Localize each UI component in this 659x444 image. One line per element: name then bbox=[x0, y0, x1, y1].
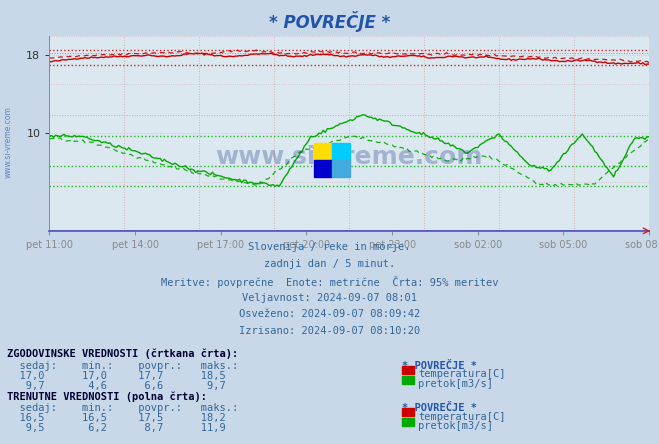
Text: sedaj:    min.:    povpr.:   maks.:: sedaj: min.: povpr.: maks.: bbox=[7, 403, 238, 413]
Text: ZGODOVINSKE VREDNOSTI (črtkana črta):: ZGODOVINSKE VREDNOSTI (črtkana črta): bbox=[7, 349, 238, 359]
Bar bbox=[314, 143, 332, 160]
Text: 16,5      16,5     17,5      18,2: 16,5 16,5 17,5 18,2 bbox=[7, 413, 225, 423]
Text: * POVREČJE *: * POVREČJE * bbox=[269, 11, 390, 32]
Text: Meritve: povprečne  Enote: metrične  Črta: 95% meritev: Meritve: povprečne Enote: metrične Črta:… bbox=[161, 276, 498, 288]
Text: 9,7       4,6      6,6       9,7: 9,7 4,6 6,6 9,7 bbox=[7, 381, 225, 391]
Bar bbox=[332, 143, 351, 160]
Text: TRENUTNE VREDNOSTI (polna črta):: TRENUTNE VREDNOSTI (polna črta): bbox=[7, 392, 206, 402]
Bar bbox=[314, 160, 332, 177]
Text: pretok[m3/s]: pretok[m3/s] bbox=[418, 379, 494, 389]
Text: sedaj:    min.:    povpr.:   maks.:: sedaj: min.: povpr.: maks.: bbox=[7, 361, 238, 371]
Text: www.si-vreme.com: www.si-vreme.com bbox=[3, 106, 13, 178]
Text: zadnji dan / 5 minut.: zadnji dan / 5 minut. bbox=[264, 259, 395, 269]
Text: Veljavnost: 2024-09-07 08:01: Veljavnost: 2024-09-07 08:01 bbox=[242, 293, 417, 303]
Bar bbox=[332, 160, 351, 177]
Text: * POVREČJE *: * POVREČJE * bbox=[402, 361, 477, 371]
Text: temperatura[C]: temperatura[C] bbox=[418, 412, 506, 422]
Text: * POVREČJE *: * POVREČJE * bbox=[402, 403, 477, 413]
Text: Osveženo: 2024-09-07 08:09:42: Osveženo: 2024-09-07 08:09:42 bbox=[239, 309, 420, 320]
Text: 9,5       6,2      8,7      11,9: 9,5 6,2 8,7 11,9 bbox=[7, 423, 225, 433]
Text: Izrisano: 2024-09-07 08:10:20: Izrisano: 2024-09-07 08:10:20 bbox=[239, 326, 420, 337]
Text: pretok[m3/s]: pretok[m3/s] bbox=[418, 421, 494, 432]
Text: www.si-vreme.com: www.si-vreme.com bbox=[215, 145, 483, 169]
Text: 17,0      17,0     17,7      18,5: 17,0 17,0 17,7 18,5 bbox=[7, 371, 225, 381]
Text: Slovenija / reke in morje.: Slovenija / reke in morje. bbox=[248, 242, 411, 252]
Text: temperatura[C]: temperatura[C] bbox=[418, 369, 506, 380]
